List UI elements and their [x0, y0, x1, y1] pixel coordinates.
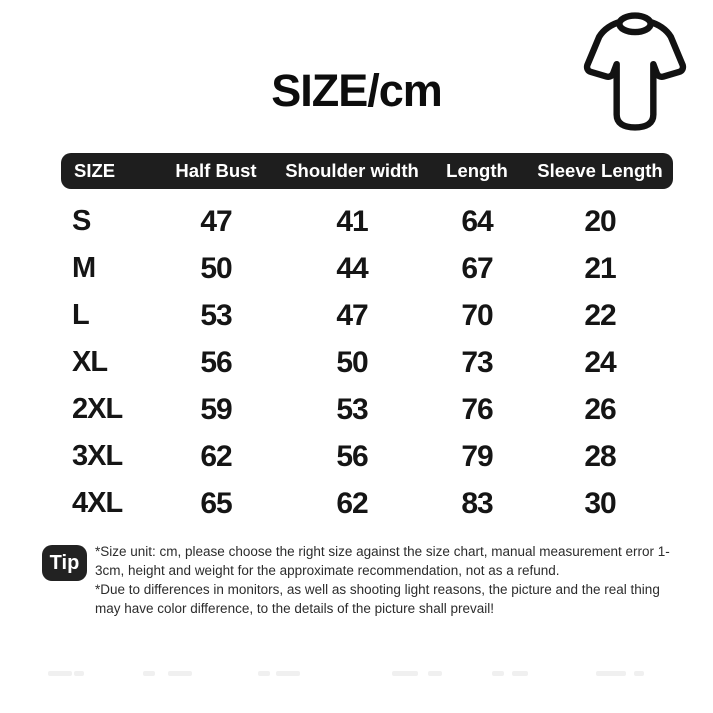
shoulder-width-value: 62 [336, 486, 368, 520]
length-value: 67 [461, 251, 493, 285]
sleeve-length-value: 30 [584, 486, 616, 520]
half-bust-value: 65 [200, 486, 232, 520]
size-label: M [72, 252, 96, 284]
tip-note-color-difference: *Due to differences in monitors, as well… [95, 582, 660, 616]
column-header-size: SIZE [74, 160, 116, 181]
length-value: 79 [461, 439, 493, 473]
size-label: 3XL [72, 440, 123, 472]
shoulder-width-value: 50 [336, 345, 368, 379]
table-row-2xl: 2XL 59 53 76 26 [61, 386, 673, 433]
half-bust-value: 59 [200, 392, 232, 426]
column-header-sleeve-length: Sleeve Length [537, 160, 663, 181]
half-bust-value: 50 [200, 251, 232, 285]
length-value: 76 [461, 392, 493, 426]
tip-badge: Tip [42, 545, 87, 581]
size-table-body: S 47 41 64 20 M 50 44 67 21 L 53 47 70 2… [61, 198, 673, 527]
sleeve-length-value: 26 [584, 392, 616, 426]
size-label: 2XL [72, 393, 123, 425]
table-row-3xl: 3XL 62 56 79 28 [61, 433, 673, 480]
table-row-4xl: 4XL 65 62 83 30 [61, 480, 673, 527]
table-row-l: L 53 47 70 22 [61, 292, 673, 339]
size-label: XL [72, 346, 108, 378]
sleeve-length-value: 21 [584, 251, 616, 285]
shoulder-width-value: 47 [336, 298, 368, 332]
tshirt-icon [583, 12, 687, 131]
shoulder-width-value: 41 [336, 204, 368, 238]
shoulder-width-value: 44 [336, 251, 368, 285]
table-row-s: S 47 41 64 20 [61, 198, 673, 245]
column-header-shoulder-width: Shoulder width [285, 160, 419, 181]
half-bust-value: 47 [200, 204, 232, 238]
sleeve-length-value: 28 [584, 439, 616, 473]
tip-note-size-unit: *Size unit: cm, please choose the right … [95, 544, 670, 578]
half-bust-value: 62 [200, 439, 232, 473]
tip-notes: *Size unit: cm, please choose the right … [95, 542, 670, 618]
shoulder-width-value: 56 [336, 439, 368, 473]
half-bust-value: 53 [200, 298, 232, 332]
cropped-next-section-edge [0, 670, 713, 678]
size-label: 4XL [72, 487, 123, 519]
length-value: 64 [461, 204, 493, 238]
column-header-length: Length [446, 160, 508, 181]
table-row-m: M 50 44 67 21 [61, 245, 673, 292]
shoulder-width-value: 53 [336, 392, 368, 426]
size-label: S [72, 205, 91, 237]
table-row-xl: XL 56 50 73 24 [61, 339, 673, 386]
length-value: 83 [461, 486, 493, 520]
size-label: L [72, 299, 90, 331]
sleeve-length-value: 20 [584, 204, 616, 238]
length-value: 70 [461, 298, 493, 332]
sleeve-length-value: 24 [584, 345, 616, 379]
half-bust-value: 56 [200, 345, 232, 379]
sleeve-length-value: 22 [584, 298, 616, 332]
page-title: SIZE/cm [271, 65, 443, 116]
size-table-header: SIZE Half Bust Shoulder width Length Sle… [61, 153, 673, 189]
column-header-half-bust: Half Bust [175, 160, 257, 181]
length-value: 73 [461, 345, 493, 379]
